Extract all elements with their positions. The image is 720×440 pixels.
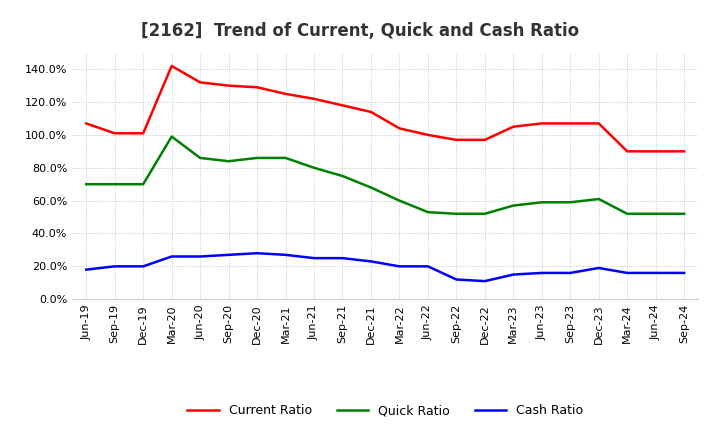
Quick Ratio [310, 165, 318, 170]
Current Ratio [423, 132, 432, 138]
Cash Ratio [366, 259, 375, 264]
Quick Ratio [110, 182, 119, 187]
Cash Ratio [652, 270, 660, 275]
Current Ratio [167, 63, 176, 69]
Current Ratio [139, 131, 148, 136]
Line: Cash Ratio: Cash Ratio [86, 253, 684, 281]
Line: Quick Ratio: Quick Ratio [86, 136, 684, 214]
Current Ratio [196, 80, 204, 85]
Current Ratio [680, 149, 688, 154]
Quick Ratio [338, 173, 347, 179]
Quick Ratio [167, 134, 176, 139]
Quick Ratio [366, 185, 375, 190]
Current Ratio [338, 103, 347, 108]
Cash Ratio [253, 250, 261, 256]
Current Ratio [652, 149, 660, 154]
Current Ratio [480, 137, 489, 143]
Current Ratio [623, 149, 631, 154]
Cash Ratio [566, 270, 575, 275]
Quick Ratio [282, 155, 290, 161]
Cash Ratio [139, 264, 148, 269]
Cash Ratio [509, 272, 518, 277]
Quick Ratio [452, 211, 461, 216]
Quick Ratio [225, 158, 233, 164]
Cash Ratio [167, 254, 176, 259]
Quick Ratio [566, 200, 575, 205]
Current Ratio [310, 96, 318, 102]
Cash Ratio [310, 256, 318, 261]
Cash Ratio [282, 252, 290, 257]
Quick Ratio [480, 211, 489, 216]
Cash Ratio [196, 254, 204, 259]
Current Ratio [452, 137, 461, 143]
Cash Ratio [225, 252, 233, 257]
Quick Ratio [139, 182, 148, 187]
Cash Ratio [110, 264, 119, 269]
Quick Ratio [196, 155, 204, 161]
Cash Ratio [423, 264, 432, 269]
Cash Ratio [395, 264, 404, 269]
Current Ratio [253, 84, 261, 90]
Quick Ratio [623, 211, 631, 216]
Cash Ratio [480, 279, 489, 284]
Cash Ratio [82, 267, 91, 272]
Quick Ratio [82, 182, 91, 187]
Cash Ratio [680, 270, 688, 275]
Current Ratio [595, 121, 603, 126]
Current Ratio [110, 131, 119, 136]
Cash Ratio [623, 270, 631, 275]
Current Ratio [225, 83, 233, 88]
Current Ratio [282, 91, 290, 96]
Cash Ratio [338, 256, 347, 261]
Quick Ratio [423, 209, 432, 215]
Current Ratio [566, 121, 575, 126]
Current Ratio [395, 126, 404, 131]
Current Ratio [537, 121, 546, 126]
Quick Ratio [652, 211, 660, 216]
Legend: Current Ratio, Quick Ratio, Cash Ratio: Current Ratio, Quick Ratio, Cash Ratio [182, 399, 588, 422]
Cash Ratio [537, 270, 546, 275]
Cash Ratio [595, 265, 603, 271]
Line: Current Ratio: Current Ratio [86, 66, 684, 151]
Current Ratio [82, 121, 91, 126]
Quick Ratio [595, 196, 603, 202]
Text: [2162]  Trend of Current, Quick and Cash Ratio: [2162] Trend of Current, Quick and Cash … [141, 22, 579, 40]
Quick Ratio [537, 200, 546, 205]
Cash Ratio [452, 277, 461, 282]
Current Ratio [509, 124, 518, 129]
Quick Ratio [680, 211, 688, 216]
Current Ratio [366, 109, 375, 114]
Quick Ratio [509, 203, 518, 208]
Quick Ratio [253, 155, 261, 161]
Quick Ratio [395, 198, 404, 203]
